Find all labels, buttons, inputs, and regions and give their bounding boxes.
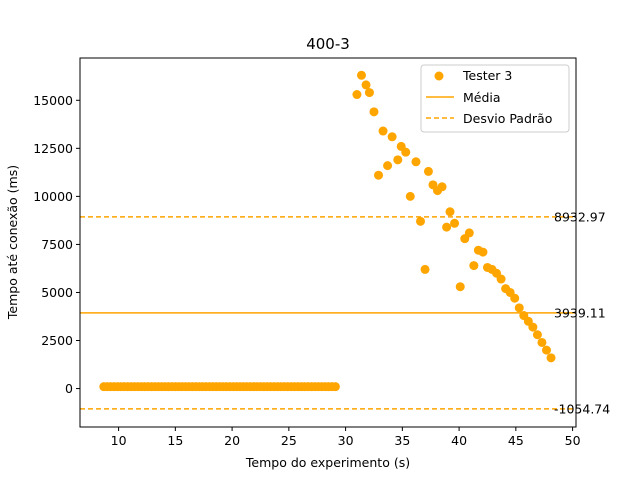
x-tick-label: 45 [508,433,524,448]
x-tick-label: 35 [394,433,410,448]
data-point [383,161,393,171]
data-point [442,222,452,232]
data-point [411,157,421,167]
data-point [532,330,542,340]
data-point [401,147,411,157]
legend-label-scatter: Tester 3 [462,68,512,83]
data-point [352,90,362,100]
data-point [478,247,488,257]
x-tick-label: 30 [338,433,354,448]
legend-box [420,64,570,133]
data-point [528,322,538,332]
data-point [541,345,551,355]
data-point [369,107,379,117]
data-point [514,303,524,313]
data-point [455,282,465,292]
y-tick-label: 7500 [41,237,73,252]
y-tick-label: 10000 [33,189,73,204]
data-point [356,70,366,80]
data-point [469,261,479,271]
data-point [361,80,371,90]
y-axis: 0 2500 5000 7500 10000 12500 15000 [33,93,80,396]
plot-area [80,70,576,410]
y-axis-label: Tempo até conexão (ms) [5,165,20,320]
x-tick-label: 10 [111,433,127,448]
plot-frame [79,57,577,428]
y-tick-label: 0 [65,381,73,396]
y-tick-label: 5000 [41,285,73,300]
data-point [416,216,426,226]
x-tick-label: 40 [451,433,467,448]
data-point [393,155,403,165]
chart-title: 400-3 [306,35,350,53]
data-point [330,382,340,392]
data-point [464,228,474,238]
data-point [405,191,415,201]
x-tick-label: 25 [281,433,297,448]
data-point [374,170,384,180]
data-point [364,88,374,98]
data-point [423,166,433,176]
y-tick-label: 12500 [33,141,73,156]
y-tick-label: 2500 [41,333,73,348]
y-tick-label: 15000 [33,93,73,108]
data-point [510,293,520,303]
data-point [537,337,547,347]
data-point [496,274,506,284]
x-axis-label: Tempo do experimento (s) [245,455,410,470]
data-point [387,132,397,142]
reference-labels: 8932.97 3939.11 -1054.74 [554,209,610,416]
x-tick-label: 20 [224,433,240,448]
data-point [450,218,460,228]
x-tick-label: 15 [167,433,183,448]
legend-marker-scatter [434,71,444,81]
x-axis: 10 15 20 25 30 35 40 45 50 [111,427,581,448]
data-point [378,126,388,136]
data-point [445,207,455,217]
legend-label-mean: Média [463,90,501,105]
data-point [420,264,430,274]
reference-value-label: 8932.97 [554,209,606,224]
data-point [546,353,556,363]
legend: Tester 3 Média Desvio Padrão [420,64,570,133]
reference-value-label: -1054.74 [554,401,610,416]
reference-value-label: 3939.11 [554,305,606,320]
x-tick-label: 50 [565,433,581,448]
legend-label-std: Desvio Padrão [463,111,552,126]
data-point [437,182,447,192]
